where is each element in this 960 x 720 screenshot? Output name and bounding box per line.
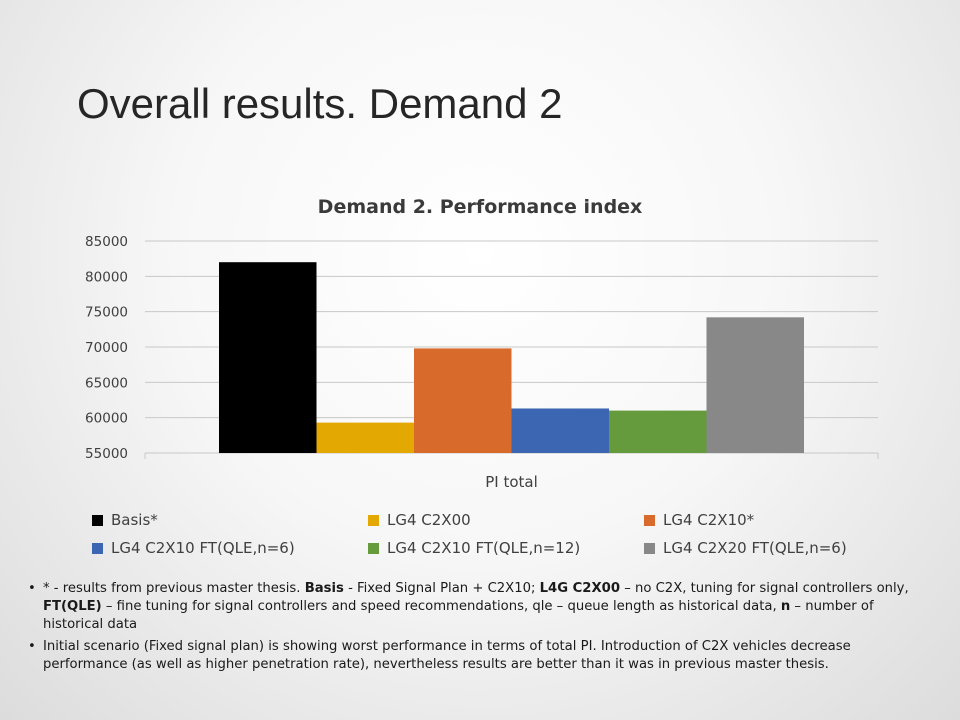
chart-title: Demand 2. Performance index [318, 196, 643, 218]
bar [414, 348, 512, 453]
bullet: • [28, 639, 36, 654]
legend-label: LG4 C2X10 FT(QLE,n=12) [387, 539, 580, 557]
bar [219, 262, 317, 453]
y-tick-label: 70000 [85, 340, 128, 356]
y-tick-label: 55000 [85, 446, 128, 462]
legend-label: Basis* [111, 511, 158, 529]
legend-label: LG4 C2X10 FT(QLE,n=6) [111, 539, 295, 557]
bar [511, 408, 609, 453]
bar [316, 422, 414, 453]
legend-swatch [368, 543, 379, 554]
note-text: – no C2X, tuning for signal controllers … [620, 581, 909, 596]
legend-label: LG4 C2X10* [663, 511, 755, 529]
bar [706, 317, 804, 453]
note-text: L4G C2X00 [539, 581, 620, 596]
notes-list: • * - results from previous master thesis… [28, 580, 933, 678]
note-text: - Fixed Signal Plan + C2X10; [343, 581, 540, 596]
note-item: • Initial scenario (Fixed signal plan) is… [28, 638, 933, 674]
legend-swatch [92, 515, 103, 526]
y-tick-label: 60000 [85, 411, 128, 427]
note-text: n [780, 599, 791, 614]
y-tick-label: 65000 [85, 375, 128, 391]
legend-swatch [644, 515, 655, 526]
legend-label: LG4 C2X20 FT(QLE,n=6) [663, 539, 847, 557]
note-text: * - results from previous master thesis. [43, 581, 305, 596]
legend-swatch [644, 543, 655, 554]
y-tick-label: 80000 [85, 269, 128, 285]
note-text: Basis [304, 581, 344, 596]
note-text: – number of historical data [43, 599, 874, 632]
slide-title: Overall results. Demand 2 [77, 80, 563, 127]
y-tick-label: 75000 [85, 305, 128, 321]
note-text: Initial scenario (Fixed signal plan) is … [43, 639, 851, 672]
legend-swatch [92, 543, 103, 554]
note-text: – fine tuning for signal controllers and… [101, 599, 781, 614]
legend-label: LG4 C2X00 [387, 511, 471, 529]
legend-swatch [368, 515, 379, 526]
note-item: • * - results from previous master thesis… [28, 580, 933, 634]
performance-index-chart: Demand 2. Performance index 55000 60000 650… [0, 180, 960, 580]
y-tick-label: 85000 [85, 234, 128, 250]
note-text: FT(QLE) [43, 599, 102, 614]
x-category-label: PI total [485, 473, 538, 491]
bar [609, 410, 707, 453]
bullet: • [28, 581, 36, 596]
chart-svg: Demand 2. Performance index 55000 60000 650… [85, 196, 879, 557]
